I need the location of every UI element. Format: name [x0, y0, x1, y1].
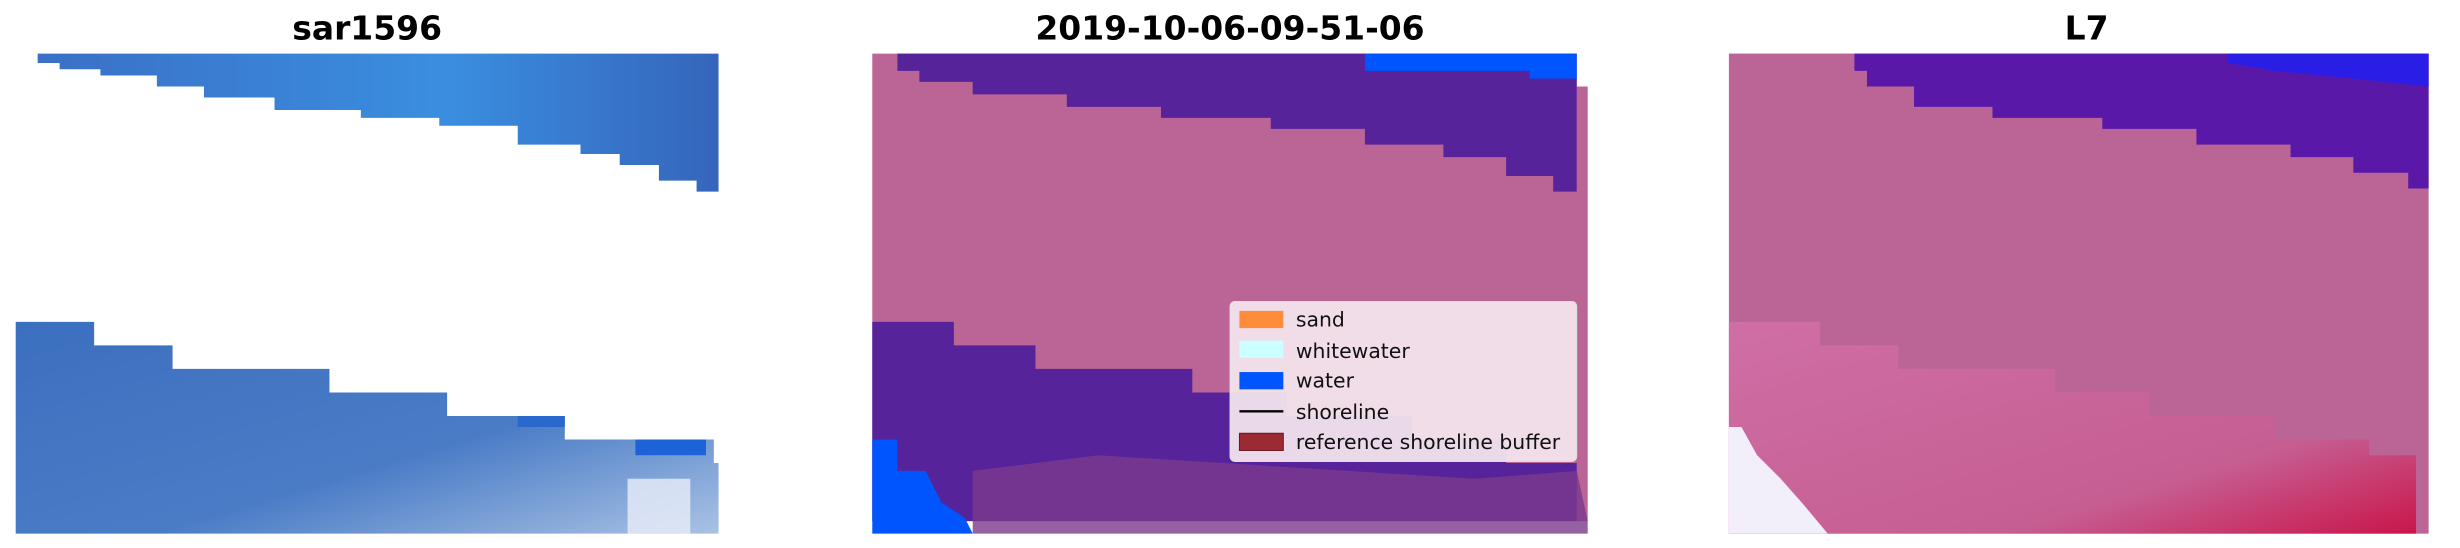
legend-label-whitewater: whitewater — [1296, 339, 1410, 363]
legend-box — [1229, 300, 1578, 462]
reference-buffer-swatch — [1238, 432, 1284, 451]
whitewater-bottom-left — [1728, 426, 1828, 534]
water-region-bottom — [15, 321, 719, 534]
water-bright-top — [2227, 53, 2429, 87]
surf-overlay-bottom — [1728, 321, 2417, 534]
mixed-class-bottom — [972, 455, 1588, 534]
sand-swatch — [1239, 310, 1284, 329]
water-region-top — [37, 53, 719, 192]
panel-title: L7 — [2065, 8, 2109, 47]
panel-L7: L7 — [1728, 8, 2429, 534]
legend-label-sand: sand — [1296, 308, 1345, 332]
water-swatch — [1239, 372, 1284, 390]
whitewater-swatch — [1239, 340, 1284, 358]
panel-sar1596: sar1596 — [15, 8, 719, 534]
panel-title: 2019-10-06-09-51-06 — [1035, 8, 1424, 47]
legend: sand whitewater water shoreline referenc… — [1229, 300, 1578, 462]
legend-label-reference-buffer: reference shoreline buffer — [1296, 430, 1561, 454]
legend-label-water: water — [1296, 369, 1355, 393]
whitewater-patch — [627, 478, 691, 534]
water-pixels-bottom — [872, 439, 973, 534]
water-overlay-top — [1854, 53, 2429, 189]
pixel-patch — [517, 415, 565, 427]
water-pixels-top — [1364, 53, 1577, 79]
water-class-top — [897, 53, 1577, 192]
panel-title: sar1596 — [292, 8, 442, 47]
legend-label-shoreline: shoreline — [1296, 400, 1389, 424]
pixel-patch — [635, 439, 706, 456]
